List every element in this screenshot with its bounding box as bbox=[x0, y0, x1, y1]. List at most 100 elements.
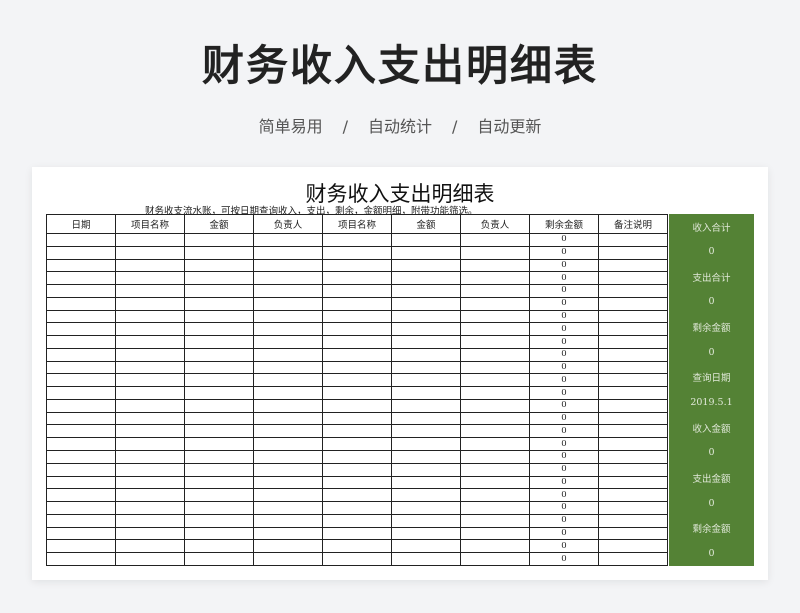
table-cell[interactable] bbox=[322, 335, 392, 349]
table-cell[interactable] bbox=[598, 271, 668, 286]
table-cell[interactable] bbox=[391, 539, 461, 554]
remaining-cell[interactable]: 0 bbox=[529, 373, 599, 388]
column-header[interactable]: 项目名称 bbox=[322, 214, 392, 234]
table-cell[interactable] bbox=[598, 398, 668, 413]
remaining-cell[interactable]: 0 bbox=[529, 552, 599, 566]
table-cell[interactable] bbox=[46, 309, 116, 324]
table-cell[interactable] bbox=[598, 411, 668, 426]
table-cell[interactable] bbox=[115, 424, 185, 439]
table-cell[interactable] bbox=[391, 424, 461, 439]
table-cell[interactable] bbox=[391, 411, 461, 426]
remaining-cell[interactable]: 0 bbox=[529, 513, 599, 528]
table-cell[interactable] bbox=[460, 360, 530, 375]
table-cell[interactable] bbox=[184, 398, 254, 413]
remaining-cell[interactable]: 0 bbox=[529, 526, 599, 541]
table-cell[interactable] bbox=[115, 462, 185, 477]
summary-value[interactable]: 0 bbox=[708, 296, 715, 308]
table-cell[interactable] bbox=[460, 411, 530, 426]
table-cell[interactable] bbox=[253, 322, 323, 337]
table-cell[interactable] bbox=[460, 322, 530, 337]
table-cell[interactable] bbox=[184, 552, 254, 566]
table-cell[interactable] bbox=[460, 552, 530, 566]
table-cell[interactable] bbox=[253, 450, 323, 464]
table-cell[interactable] bbox=[46, 284, 116, 298]
table-cell[interactable] bbox=[460, 296, 530, 311]
table-cell[interactable] bbox=[322, 360, 392, 375]
table-cell[interactable] bbox=[391, 501, 461, 515]
table-cell[interactable] bbox=[598, 501, 668, 515]
table-cell[interactable] bbox=[115, 501, 185, 515]
table-cell[interactable] bbox=[460, 513, 530, 528]
remaining-cell[interactable]: 0 bbox=[529, 475, 599, 490]
remaining-cell[interactable]: 0 bbox=[529, 271, 599, 286]
table-cell[interactable] bbox=[46, 552, 116, 566]
table-cell[interactable] bbox=[115, 284, 185, 298]
table-cell[interactable] bbox=[46, 462, 116, 477]
remaining-cell[interactable]: 0 bbox=[529, 450, 599, 464]
table-cell[interactable] bbox=[460, 462, 530, 477]
table-cell[interactable] bbox=[184, 526, 254, 541]
remaining-cell[interactable]: 0 bbox=[529, 437, 599, 452]
table-cell[interactable] bbox=[46, 258, 116, 273]
table-cell[interactable] bbox=[253, 373, 323, 388]
table-cell[interactable] bbox=[253, 552, 323, 566]
table-cell[interactable] bbox=[598, 386, 668, 400]
table-cell[interactable] bbox=[460, 258, 530, 273]
table-cell[interactable] bbox=[184, 373, 254, 388]
table-cell[interactable] bbox=[322, 475, 392, 490]
table-cell[interactable] bbox=[460, 271, 530, 286]
table-cell[interactable] bbox=[184, 258, 254, 273]
table-cell[interactable] bbox=[598, 296, 668, 311]
table-cell[interactable] bbox=[598, 475, 668, 490]
table-cell[interactable] bbox=[322, 373, 392, 388]
remaining-cell[interactable]: 0 bbox=[529, 462, 599, 477]
table-cell[interactable] bbox=[598, 322, 668, 337]
table-cell[interactable] bbox=[460, 284, 530, 298]
column-header[interactable]: 金额 bbox=[391, 214, 461, 234]
table-cell[interactable] bbox=[460, 437, 530, 452]
summary-value[interactable]: 0 bbox=[708, 497, 715, 509]
table-cell[interactable] bbox=[46, 360, 116, 375]
table-cell[interactable] bbox=[115, 245, 185, 260]
table-cell[interactable] bbox=[322, 258, 392, 273]
table-cell[interactable] bbox=[322, 450, 392, 464]
table-cell[interactable] bbox=[46, 386, 116, 400]
table-cell[interactable] bbox=[460, 386, 530, 400]
table-cell[interactable] bbox=[322, 552, 392, 566]
table-cell[interactable] bbox=[253, 501, 323, 515]
table-cell[interactable] bbox=[253, 335, 323, 349]
table-cell[interactable] bbox=[46, 373, 116, 388]
table-cell[interactable] bbox=[115, 450, 185, 464]
table-cell[interactable] bbox=[115, 360, 185, 375]
table-cell[interactable] bbox=[46, 271, 116, 286]
table-cell[interactable] bbox=[184, 437, 254, 452]
remaining-cell[interactable]: 0 bbox=[529, 501, 599, 515]
table-cell[interactable] bbox=[46, 335, 116, 349]
table-cell[interactable] bbox=[391, 462, 461, 477]
table-cell[interactable] bbox=[253, 296, 323, 311]
table-cell[interactable] bbox=[253, 437, 323, 452]
table-cell[interactable] bbox=[598, 462, 668, 477]
table-cell[interactable] bbox=[391, 526, 461, 541]
table-cell[interactable] bbox=[391, 450, 461, 464]
remaining-cell[interactable]: 0 bbox=[529, 245, 599, 260]
table-cell[interactable] bbox=[460, 526, 530, 541]
table-cell[interactable] bbox=[115, 233, 185, 247]
table-cell[interactable] bbox=[598, 335, 668, 349]
table-cell[interactable] bbox=[391, 475, 461, 490]
remaining-cell[interactable]: 0 bbox=[529, 411, 599, 426]
table-cell[interactable] bbox=[460, 309, 530, 324]
table-cell[interactable] bbox=[322, 309, 392, 324]
table-cell[interactable] bbox=[598, 424, 668, 439]
table-cell[interactable] bbox=[391, 398, 461, 413]
table-cell[interactable] bbox=[184, 450, 254, 464]
remaining-cell[interactable]: 0 bbox=[529, 335, 599, 349]
table-cell[interactable] bbox=[322, 526, 392, 541]
table-cell[interactable] bbox=[322, 296, 392, 311]
table-cell[interactable] bbox=[184, 475, 254, 490]
table-cell[interactable] bbox=[184, 309, 254, 324]
table-cell[interactable] bbox=[391, 322, 461, 337]
table-cell[interactable] bbox=[391, 296, 461, 311]
table-cell[interactable] bbox=[46, 322, 116, 337]
summary-value[interactable]: 2019.5.1 bbox=[690, 397, 733, 409]
